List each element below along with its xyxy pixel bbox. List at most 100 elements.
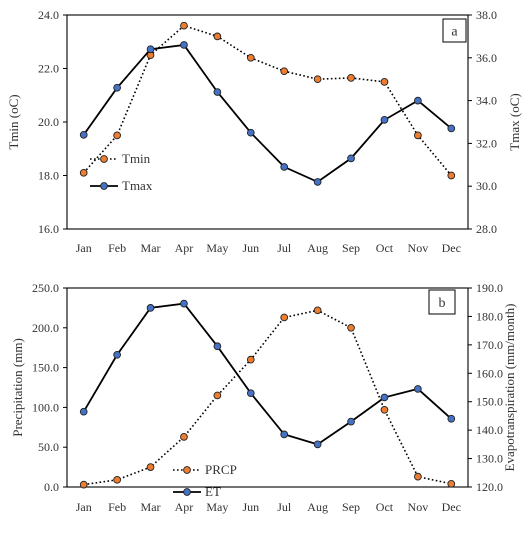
data-point-tmin — [79, 168, 88, 177]
right-tick-label: 36.0 — [476, 51, 497, 65]
data-point-tmax — [180, 41, 188, 49]
data-point-prcp — [146, 463, 155, 471]
plot-frame — [66, 287, 469, 488]
left-tick-label: 16.0 — [38, 222, 59, 236]
series-line-prcp — [83, 309, 452, 486]
x-tick-label: Aug — [307, 241, 328, 255]
data-point-prcp — [313, 306, 322, 315]
x-tick-label: Sep — [342, 500, 360, 514]
legend-marker-prcp — [183, 466, 191, 474]
data-point-et — [313, 440, 322, 449]
right-tick-label: 38.0 — [476, 8, 497, 22]
right-tick-label: 34.0 — [476, 94, 497, 108]
x-tick-label: Jul — [277, 241, 292, 255]
x-tick-label: Apr — [175, 241, 194, 255]
x-tick-label: Dec — [442, 500, 461, 514]
series-line-tmin — [83, 24, 452, 177]
x-tick-label: Mar — [141, 500, 161, 514]
left-tick-label: 18.0 — [38, 169, 59, 183]
x-tick-label: Jan — [76, 241, 92, 255]
data-point-et — [280, 430, 289, 439]
data-point-prcp — [180, 433, 188, 441]
data-point-tmin — [447, 171, 456, 180]
y-axis-title-left: Precipitation (mm) — [10, 338, 25, 437]
plot-frame — [66, 14, 469, 230]
left-tick-label: 20.0 — [38, 115, 59, 129]
data-point-tmin — [180, 21, 188, 30]
panel-label: a — [451, 25, 458, 40]
data-point-et — [180, 299, 188, 308]
data-point-prcp — [113, 475, 121, 484]
x-tick-label: Jun — [242, 500, 259, 514]
right-tick-label: 32.0 — [476, 136, 497, 150]
panel-a-temperature: 16.0 18.0 20.0 22.0 24.0 28.0 30.0 32.0 34.0 36.0… — [6, 8, 522, 255]
y-axis-title-right: Evapotranspiration (mm/month) — [502, 304, 517, 472]
data-point-tmax — [79, 130, 88, 139]
data-point-tmax — [380, 116, 389, 124]
data-point-tmax — [280, 163, 289, 171]
data-point-prcp — [213, 391, 222, 400]
data-point-prcp — [347, 323, 355, 332]
data-point-et — [246, 389, 255, 398]
x-tick-label: May — [206, 500, 228, 514]
data-point-tmin — [347, 74, 355, 82]
data-point-et — [380, 393, 389, 402]
right-tick-label: 170.0 — [476, 338, 503, 352]
data-point-et — [347, 417, 355, 426]
left-tick-label: 200.0 — [32, 321, 59, 335]
left-tick-label: 0.0 — [44, 480, 59, 494]
x-tick-label: Nov — [408, 500, 429, 514]
panel-label-box — [442, 18, 467, 43]
right-tick-label: 28.0 — [476, 222, 497, 236]
right-tick-label: 160.0 — [476, 366, 503, 380]
x-tick-label: Aug — [307, 500, 328, 514]
right-tick-label: 190.0 — [476, 281, 503, 295]
data-point-tmax — [414, 96, 422, 105]
data-point-tmax — [447, 124, 456, 133]
series-tmax — [79, 41, 456, 186]
data-point-tmax — [213, 88, 222, 96]
legend-marker-tmax — [100, 182, 108, 190]
data-point-prcp — [380, 405, 389, 414]
data-point-tmax — [313, 178, 322, 186]
right-tick-label: 130.0 — [476, 452, 503, 466]
left-tick-label: 50.0 — [38, 440, 59, 454]
data-point-et — [213, 342, 222, 351]
x-tick-label: Dec — [442, 241, 461, 255]
data-point-tmin — [414, 131, 422, 140]
x-tick-label: Mar — [141, 241, 161, 255]
data-point-tmin — [113, 131, 121, 140]
data-point-tmin — [380, 78, 389, 86]
left-tick-label: 150.0 — [32, 361, 59, 375]
x-tick-label: Jul — [277, 500, 292, 514]
left-tick-label: 250.0 — [32, 281, 59, 295]
y-axis-title-right: Tmax (oC) — [507, 93, 522, 150]
panel-label: b — [439, 296, 446, 311]
right-tick-label: 150.0 — [476, 395, 503, 409]
x-tick-label: May — [206, 241, 228, 255]
data-point-prcp — [447, 479, 456, 488]
left-tick-label: 24.0 — [38, 8, 59, 22]
x-tick-label: Oct — [376, 500, 394, 514]
x-tick-label: Jan — [76, 500, 92, 514]
data-point-tmin — [280, 67, 289, 76]
legend-label-prcp: PRCP — [205, 462, 237, 477]
x-tick-label: Jun — [242, 241, 259, 255]
data-point-et — [79, 407, 88, 416]
legend-label-et: ET — [205, 484, 221, 499]
left-tick-label: 22.0 — [38, 62, 59, 76]
data-point-tmax — [246, 128, 255, 137]
series-et — [79, 299, 456, 449]
data-point-prcp — [79, 480, 88, 489]
data-point-prcp — [246, 355, 255, 364]
right-tick-label: 120.0 — [476, 480, 503, 494]
x-tick-label: Feb — [108, 241, 126, 255]
series-tmin — [79, 21, 456, 180]
x-tick-label: Feb — [108, 500, 126, 514]
x-tick-label: Nov — [408, 241, 429, 255]
data-point-et — [146, 304, 155, 312]
x-tick-label: Apr — [175, 500, 194, 514]
data-point-et — [414, 385, 422, 393]
right-tick-label: 140.0 — [476, 423, 503, 437]
panel-label-box — [428, 289, 456, 315]
